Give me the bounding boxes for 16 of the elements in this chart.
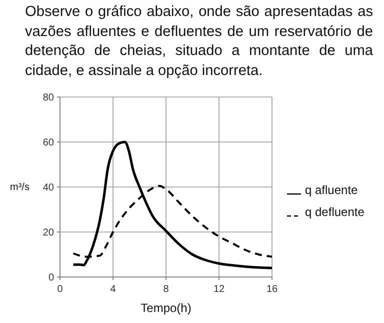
y-tick-label: 20 [42, 228, 54, 238]
x-tick-label: 4 [110, 284, 116, 295]
x-tick-label: 12 [213, 284, 225, 295]
y-tick-label: 0 [48, 272, 54, 284]
y-tick-label: 60 [42, 138, 54, 148]
y-tick-label: 80 [42, 92, 54, 104]
y-axis-title: m³/s [10, 182, 30, 193]
x-tick-label: 16 [266, 284, 278, 295]
x-tick-label: 8 [163, 284, 170, 295]
chart-title: Observe o gráfico abaixo, onde são apresentadas as vazões afluentes e defluentes de um reservatório de detenção de cheias, situado a montante de uma cidade, e assinale a opção incorreta. [25, 3, 373, 80]
x-axis-title: Tempo(h) [140, 301, 192, 315]
legend-label: q afluente [305, 183, 358, 197]
y-tick-label: 40 [42, 182, 54, 194]
line-series [72, 140, 274, 270]
x-tick-label: 0 [57, 284, 64, 295]
legend-label: q defluente [305, 205, 365, 219]
